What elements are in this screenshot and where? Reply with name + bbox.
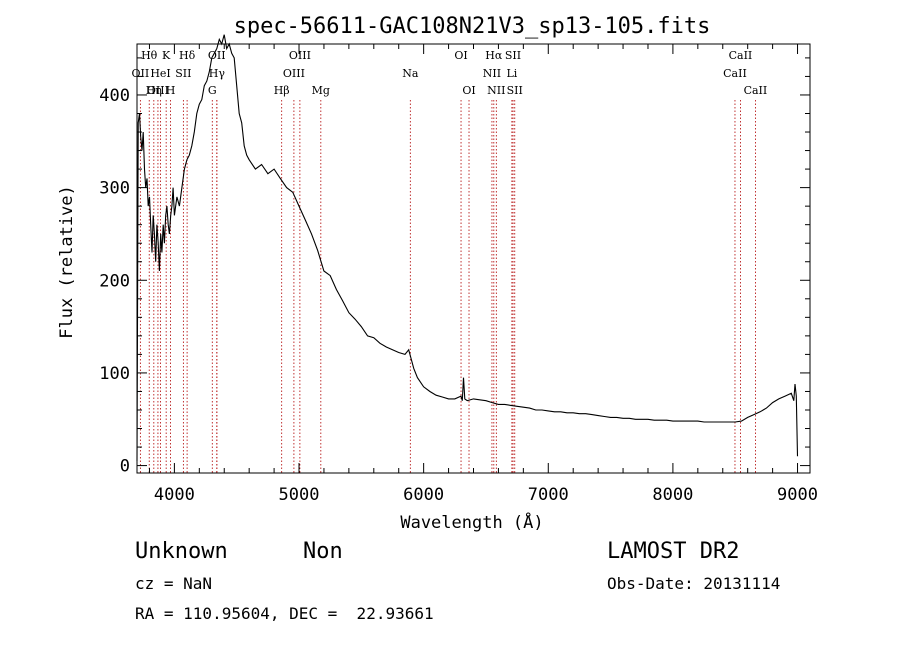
x-tick-label: 8000: [652, 485, 693, 505]
survey-name: LAMOST DR2: [607, 539, 740, 564]
object-class: Unknown: [135, 539, 228, 564]
line-label: NII: [483, 67, 501, 80]
line-label: Na: [402, 67, 419, 80]
line-label: OIII: [147, 84, 169, 97]
object-subclass: Non: [303, 539, 343, 564]
chart-title: spec-56611-GAC108N21V3_sp13-105.fits: [234, 14, 711, 39]
y-tick-label: 200: [99, 271, 130, 291]
line-label: Hδ: [179, 49, 196, 62]
axis-ticks: 4000 5000 6000 7000 8000 9000 0 100 200 300 400: [99, 44, 818, 505]
y-tick-label: 100: [99, 364, 130, 384]
line-label: Li: [506, 67, 517, 80]
line-label: G: [208, 84, 217, 97]
plot-frame: [136, 43, 811, 474]
x-tick-label: 6000: [403, 485, 444, 505]
x-axis-label: Wavelength (Å): [400, 511, 543, 533]
line-label: OIII: [283, 67, 305, 80]
x-tick-label: 4000: [154, 485, 195, 505]
spectrum-line-group: [136, 34, 799, 462]
line-label: SII: [505, 49, 521, 62]
line-label: K: [162, 49, 171, 62]
x-tick-label: 9000: [777, 485, 818, 505]
line-label: OI: [454, 49, 467, 62]
y-tick-label: 400: [99, 86, 130, 106]
line-label: OII: [208, 49, 226, 62]
line-label: Mg: [312, 84, 330, 97]
line-label: Hβ: [274, 84, 290, 97]
line-label: OII: [132, 67, 150, 80]
y-axis-label: Flux (relative): [57, 185, 77, 339]
line-label: CaII: [744, 84, 768, 97]
line-label: HeI: [150, 67, 170, 80]
line-label: SII: [507, 84, 523, 97]
line-label: Hθ: [141, 49, 158, 62]
x-tick-label: 7000: [528, 485, 569, 505]
line-label: Hγ: [209, 67, 226, 80]
line-label: OI: [462, 84, 475, 97]
line-label: Hα: [485, 49, 503, 62]
spectrum-line: [136, 34, 799, 462]
line-label: NII: [487, 84, 505, 97]
line-label: OIII: [289, 49, 311, 62]
line-label: CaII: [729, 49, 753, 62]
observation-date: Obs-Date: 20131114: [607, 574, 781, 593]
line-label: H: [166, 84, 176, 97]
line-label: SII: [175, 67, 191, 80]
redshift-cz: cz = NaN: [135, 574, 213, 593]
y-tick-label: 0: [120, 457, 130, 477]
coordinates: RA = 110.95604, DEC = 22.93661: [135, 604, 434, 623]
line-label: CaII: [723, 67, 747, 80]
x-tick-label: 5000: [279, 485, 320, 505]
y-tick-label: 300: [99, 179, 130, 199]
line-label: Hη: [146, 84, 162, 97]
